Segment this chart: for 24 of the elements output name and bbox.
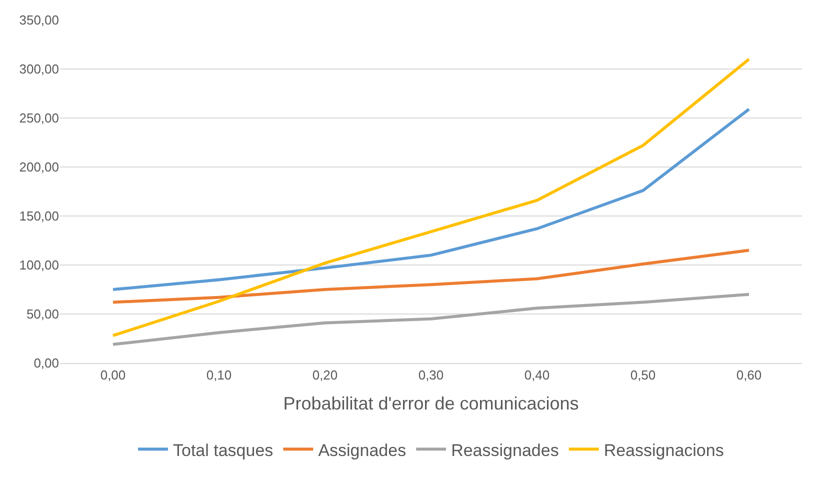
legend-label: Reassignades [451, 440, 559, 460]
y-tick-label: 50,00 [26, 306, 59, 322]
x-tick-label: 0,30 [418, 368, 444, 383]
legend-label: Assignades [318, 440, 406, 460]
legend-label: Reassignacions [604, 440, 724, 460]
y-tick-label: 200,00 [19, 160, 59, 175]
x-axis-title: Probabilitat d'error de comunicacions [283, 394, 579, 414]
y-tick-label: 0,00 [34, 356, 59, 371]
x-tick-label: 0,10 [206, 368, 232, 383]
line-series [112, 108, 750, 291]
line-series [112, 292, 750, 346]
y-tick-label: 300,00 [19, 62, 59, 77]
y-tick-label: 100,00 [19, 258, 59, 273]
x-tick-label: 0,50 [630, 368, 656, 383]
line-series [112, 58, 750, 338]
line-series [112, 248, 750, 304]
y-tick-label: 250,00 [19, 110, 59, 126]
x-tick-label: 0,60 [736, 368, 762, 383]
y-tick-label: 350,00 [19, 12, 59, 28]
x-tick-label: 0,20 [312, 368, 338, 383]
y-tick-label: 150,00 [19, 208, 59, 224]
legend-label: Total tasques [173, 440, 274, 460]
x-tick-label: 0,40 [524, 368, 550, 383]
x-tick-label: 0,00 [100, 368, 126, 383]
